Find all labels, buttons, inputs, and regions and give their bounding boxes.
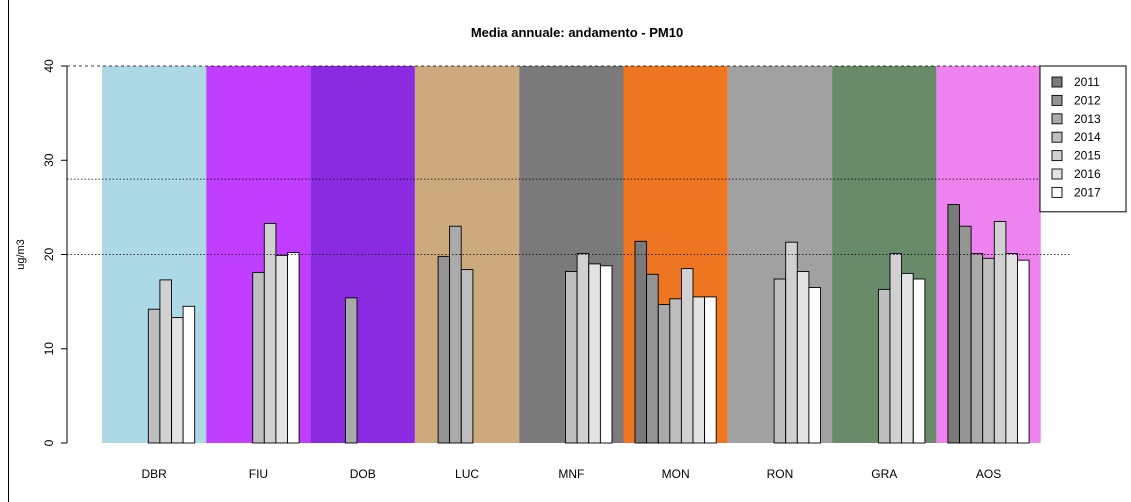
bar-luc-2014 <box>460 269 474 444</box>
legend-label-2014: 2014 <box>1074 130 1101 144</box>
bar-mnf-2014 <box>565 271 578 444</box>
x-tick-label-dbr: DBR <box>141 467 167 481</box>
x-tick-label-mon: MON <box>662 467 690 481</box>
x-tick-label-fiu: FIU <box>249 467 268 481</box>
legend-swatch-2014 <box>1051 131 1063 143</box>
legend-label-2017: 2017 <box>1074 185 1101 199</box>
legend-label-2016: 2016 <box>1074 167 1101 181</box>
bar-mon-2014 <box>669 298 682 444</box>
y-axis-label: ug/m3 <box>15 239 27 270</box>
bar-mnf-2017 <box>599 265 613 444</box>
bar-luc-2013 <box>449 225 462 444</box>
bar-ron-2015 <box>785 241 798 444</box>
y-tick-label-0: 0 <box>42 439 56 446</box>
legend-swatch-2016 <box>1051 168 1063 180</box>
chart-title: Media annuale: andamento - PM10 <box>471 25 683 40</box>
bar-aos-2011 <box>947 204 960 444</box>
bar-gra-2016 <box>901 272 914 444</box>
background-panel-dob <box>310 66 415 443</box>
y-tick-label-30: 30 <box>42 153 56 167</box>
bar-aos-2015 <box>993 221 1007 444</box>
x-tick-label-luc: LUC <box>455 467 479 481</box>
bar-fiu-2016 <box>275 254 288 444</box>
legend-swatch-2011 <box>1051 76 1063 88</box>
legend-swatch-2013 <box>1051 113 1063 125</box>
x-tick-label-dob: DOB <box>350 467 376 481</box>
bar-aos-2013 <box>970 253 984 444</box>
x-tick-label-ron: RON <box>767 467 794 481</box>
bar-dbr-2014 <box>147 308 161 444</box>
bar-mnf-2015 <box>576 253 590 444</box>
bar-mon-2011 <box>634 240 648 444</box>
bar-dbr-2016 <box>171 317 184 444</box>
bar-mnf-2016 <box>588 263 601 444</box>
page-border <box>8 0 9 502</box>
bar-aos-2017 <box>1017 259 1030 444</box>
bar-aos-2016 <box>1005 253 1018 444</box>
y-tick-label-10: 10 <box>42 342 56 356</box>
bar-luc-2012 <box>437 255 451 444</box>
legend-swatch-2012 <box>1051 94 1063 106</box>
bar-aos-2014 <box>982 257 995 444</box>
bar-mon-2013 <box>657 304 671 444</box>
bar-aos-2012 <box>959 225 972 444</box>
bar-dob-2013 <box>344 297 358 444</box>
bar-mon-2012 <box>646 273 659 444</box>
x-tick-label-aos: AOS <box>976 467 1001 481</box>
legend-label-2011: 2011 <box>1074 75 1100 89</box>
legend-label-2013: 2013 <box>1074 112 1101 126</box>
bar-fiu-2014 <box>252 271 265 444</box>
legend-label-2015: 2015 <box>1074 149 1101 163</box>
y-tick-label-20: 20 <box>42 248 56 262</box>
bar-ron-2017 <box>808 287 821 444</box>
bar-fiu-2015 <box>263 222 277 444</box>
bar-dbr-2015 <box>159 279 172 444</box>
legend-swatch-2015 <box>1051 150 1063 162</box>
bar-ron-2016 <box>796 271 810 444</box>
bar-mon-2016 <box>692 296 706 444</box>
legend-swatch-2017 <box>1051 186 1063 198</box>
bar-gra-2017 <box>912 278 926 444</box>
bar-mon-2017 <box>704 296 717 444</box>
y-tick-label-40: 40 <box>42 59 56 73</box>
x-tick-label-gra: GRA <box>871 467 897 481</box>
bar-gra-2014 <box>877 288 891 444</box>
bar-gra-2015 <box>889 253 903 444</box>
bar-mon-2015 <box>680 268 694 444</box>
x-tick-label-mnf: MNF <box>558 467 584 481</box>
legend-label-2012: 2012 <box>1074 93 1101 107</box>
bar-dbr-2017 <box>182 305 196 444</box>
bar-fiu-2017 <box>287 252 300 444</box>
bar-ron-2014 <box>773 278 787 444</box>
